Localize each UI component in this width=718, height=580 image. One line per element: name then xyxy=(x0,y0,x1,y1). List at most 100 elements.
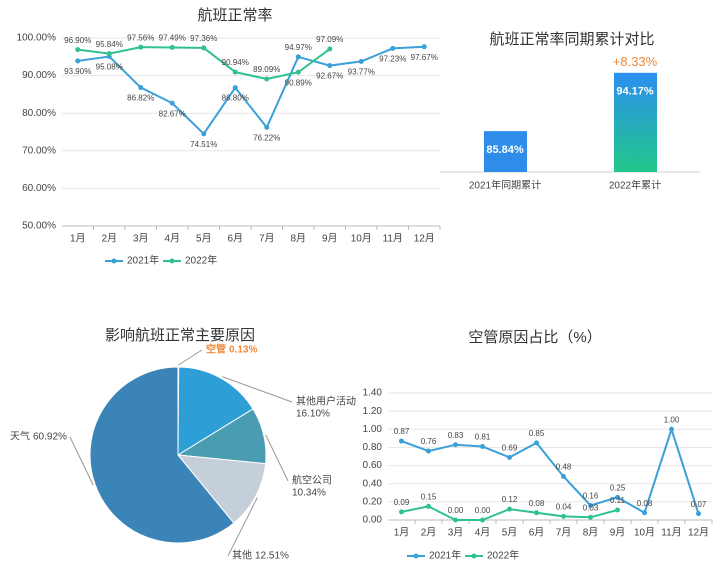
data-label: 0.00 xyxy=(448,506,464,515)
slice-value: 12.51% xyxy=(255,551,289,562)
bar xyxy=(614,72,657,172)
point xyxy=(295,54,301,60)
y-tick-label: 90.00% xyxy=(22,70,56,81)
data-label: 0.16 xyxy=(583,492,599,501)
data-label: 95.84% xyxy=(96,40,123,49)
point xyxy=(327,63,333,69)
point xyxy=(75,58,81,64)
chart-title: 空管原因占比（%） xyxy=(468,329,601,346)
slice-label: 其他 xyxy=(232,549,252,562)
point xyxy=(390,45,396,51)
data-label: 0.69 xyxy=(502,444,518,453)
data-label: 0.00 xyxy=(475,506,491,515)
leader-line xyxy=(178,349,203,366)
x-tick-label: 2022年累计 xyxy=(609,179,661,192)
slice-value: 10.34% xyxy=(292,488,326,499)
x-tick-label: 12月 xyxy=(688,527,709,539)
point xyxy=(327,46,333,52)
legend-dot xyxy=(111,258,117,264)
point xyxy=(696,511,701,517)
x-tick-label: 4月 xyxy=(164,233,180,245)
data-label: 74.51% xyxy=(190,140,217,149)
data-label: 0.04 xyxy=(556,502,572,511)
y-tick-label: 1.40 xyxy=(363,388,383,399)
y-tick-label: 0.40 xyxy=(363,478,383,489)
x-tick-label: 9月 xyxy=(322,233,338,245)
x-tick-label: 8月 xyxy=(583,527,599,539)
pie-slice xyxy=(177,366,254,456)
point xyxy=(561,513,566,519)
x-tick-label: 5月 xyxy=(502,527,518,539)
data-label: 0.87 xyxy=(394,427,410,436)
y-tick-label: 1.00 xyxy=(363,424,383,435)
slice-value: 16.10% xyxy=(296,409,330,420)
point xyxy=(399,438,404,444)
point xyxy=(169,100,175,106)
leader-line xyxy=(69,436,94,486)
x-tick-label: 9月 xyxy=(610,527,626,539)
point xyxy=(399,509,404,515)
y-tick-label: 70.00% xyxy=(22,145,56,156)
x-tick-label: 10月 xyxy=(351,233,372,245)
point xyxy=(534,440,539,446)
data-label: 0.08 xyxy=(529,499,545,508)
legend-dot xyxy=(169,258,175,264)
point xyxy=(264,124,270,130)
point xyxy=(75,47,81,53)
x-tick-label: 2月 xyxy=(421,527,437,539)
y-tick-label: 50.00% xyxy=(22,221,56,232)
x-tick-label: 8月 xyxy=(290,233,306,245)
x-tick-label: 10月 xyxy=(634,527,655,539)
x-tick-label: 7月 xyxy=(259,233,275,245)
point xyxy=(480,444,485,450)
data-label: 1.00 xyxy=(664,415,680,424)
y-tick-label: 80.00% xyxy=(22,108,56,119)
data-label: 96.90% xyxy=(64,36,91,45)
data-label: 97.67% xyxy=(411,53,438,62)
x-tick-label: 5月 xyxy=(196,233,212,245)
point xyxy=(642,510,647,516)
data-label: 89.09% xyxy=(253,65,280,74)
x-tick-label: 11月 xyxy=(383,233,403,245)
data-label: 0.48 xyxy=(556,463,572,472)
data-label: 0.15 xyxy=(421,493,437,502)
pie-slice xyxy=(176,454,267,524)
point xyxy=(358,58,364,64)
x-tick-label: 6月 xyxy=(227,233,243,245)
data-label: 94.97% xyxy=(285,43,312,52)
point xyxy=(232,85,238,91)
point xyxy=(453,442,458,448)
data-label: 90.94% xyxy=(222,58,249,67)
legend-label: 2021年 xyxy=(429,549,461,562)
data-label: 0.09 xyxy=(394,498,410,507)
data-label: 97.56% xyxy=(127,33,154,42)
data-label: 0.11 xyxy=(610,496,626,505)
point xyxy=(453,517,458,523)
point xyxy=(588,514,593,520)
slice-label: 其他用户活动 xyxy=(296,395,356,408)
point xyxy=(201,45,207,51)
leader-line xyxy=(265,434,289,482)
legend-dot xyxy=(471,553,477,559)
data-label: 0.76 xyxy=(421,437,437,446)
y-tick-label: 60.00% xyxy=(22,183,56,194)
data-label: 0.83 xyxy=(448,431,464,440)
series-line xyxy=(77,45,425,136)
point xyxy=(507,454,512,460)
x-tick-label: 7月 xyxy=(556,527,572,539)
data-label: 97.36% xyxy=(190,34,217,43)
point xyxy=(615,507,620,513)
x-tick-label: 2021年同期累计 xyxy=(469,179,541,192)
data-label: 97.49% xyxy=(159,34,186,43)
chart-title: 航班正常率同期累计对比 xyxy=(489,31,654,48)
legend-label: 2022年 xyxy=(487,549,519,562)
point xyxy=(138,44,144,50)
legend-label: 2021年 xyxy=(127,254,159,267)
x-tick-label: 12月 xyxy=(414,233,435,245)
data-label: 93.90% xyxy=(64,67,91,76)
data-label: 86.80% xyxy=(222,94,249,103)
point xyxy=(480,517,485,523)
data-label: 97.23% xyxy=(379,55,406,64)
point xyxy=(534,510,539,516)
